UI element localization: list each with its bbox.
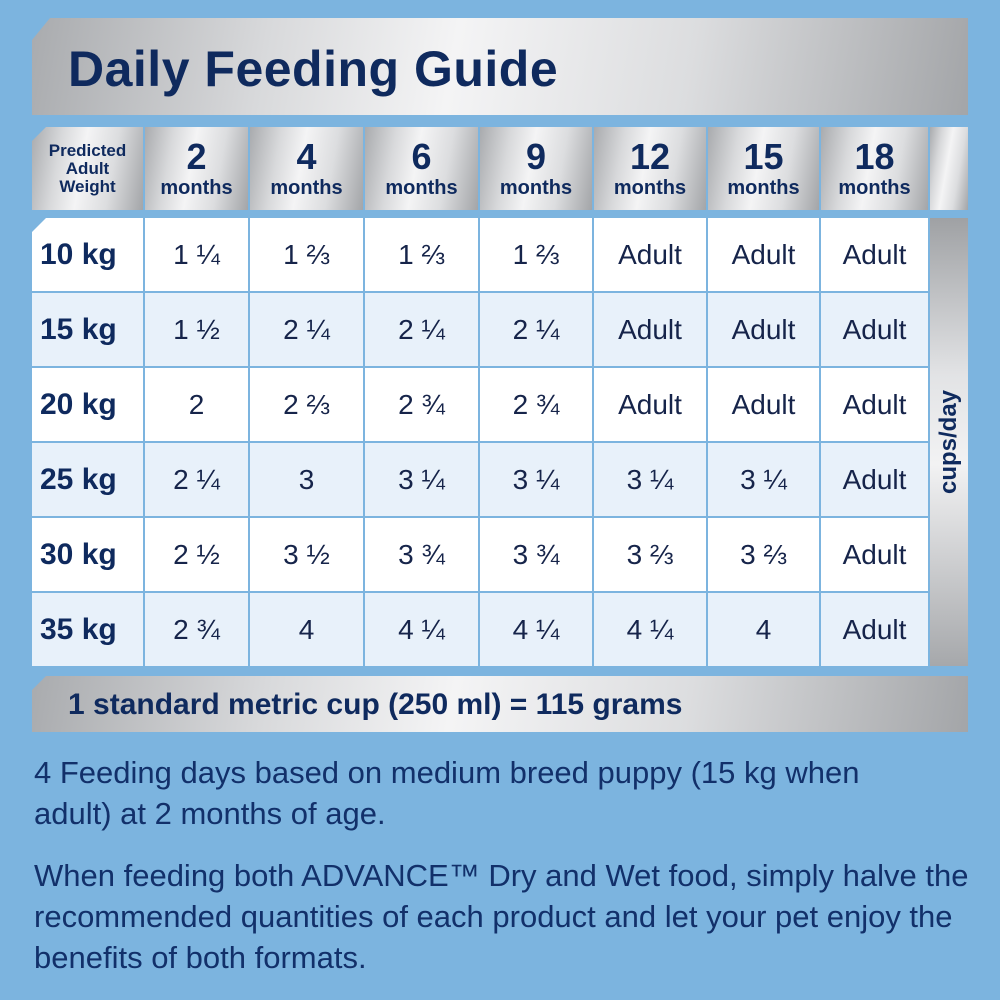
amount-cell: 4 xyxy=(250,593,363,666)
amount-cell: 2 ¾ xyxy=(365,368,478,441)
age-number: 2 xyxy=(186,136,207,177)
corner-label-line: Weight xyxy=(59,176,116,196)
amount-cell: Adult xyxy=(821,368,928,441)
amount-cell: Adult xyxy=(594,293,706,366)
amount-cell: 1 ½ xyxy=(145,293,248,366)
unit-label: cups/day xyxy=(935,389,962,495)
amount-cell: Adult xyxy=(821,518,928,591)
age-number: 18 xyxy=(854,136,895,177)
amount-cell: 1 ¼ xyxy=(145,218,248,291)
age-number: 9 xyxy=(525,136,547,177)
amount-cell: 3 ¾ xyxy=(480,518,592,591)
amount-cell: Adult xyxy=(594,218,706,291)
weight-cell: 25 kg xyxy=(32,443,143,516)
amount-cell: 2 ¼ xyxy=(480,293,592,366)
age-unit: months xyxy=(838,177,911,199)
amount-cell: 3 xyxy=(250,443,363,516)
weight-cell: 35 kg xyxy=(32,593,143,666)
amount-cell: 4 ¼ xyxy=(480,593,592,666)
amount-cell: Adult xyxy=(708,368,819,441)
amount-cell: Adult xyxy=(821,218,928,291)
corner-header-cell: Predicted Adult Weight xyxy=(32,127,143,210)
amount-cell: 2 ⅔ xyxy=(250,368,363,441)
title-banner xyxy=(32,18,968,115)
amount-cell: 2 ¼ xyxy=(365,293,478,366)
weight-cell: 30 kg xyxy=(32,518,143,591)
age-number: 15 xyxy=(743,136,784,177)
amount-cell: 1 ⅔ xyxy=(365,218,478,291)
amount-cell: 3 ¾ xyxy=(365,518,478,591)
amount-cell: 1 ⅔ xyxy=(480,218,592,291)
amount-cell: 1 ⅔ xyxy=(250,218,363,291)
age-unit: months xyxy=(499,177,573,199)
amount-cell: 2 xyxy=(145,368,248,441)
age-unit: months xyxy=(160,177,233,199)
age-header-cell: 15 months xyxy=(708,127,819,210)
amount-cell: 3 ¼ xyxy=(708,443,819,516)
amount-cell: 2 ¼ xyxy=(250,293,363,366)
amount-cell: 2 ¾ xyxy=(145,593,248,666)
age-header-cell: 2 months xyxy=(145,127,248,210)
amount-cell: Adult xyxy=(708,293,819,366)
age-unit: months xyxy=(385,177,458,199)
feeding-note: 4 Feeding days based on medium breed pup… xyxy=(34,755,860,831)
age-header-cell: 4 months xyxy=(250,127,363,210)
corner-label-line: Adult xyxy=(65,158,110,178)
cup-conversion-text: 1 standard metric cup (250 ml) = 115 gra… xyxy=(68,688,683,721)
amount-cell: Adult xyxy=(821,293,928,366)
age-header-cell: 18 months xyxy=(821,127,928,210)
amount-cell: 2 ¾ xyxy=(480,368,592,441)
amount-cell: 4 ¼ xyxy=(365,593,478,666)
amount-cell: Adult xyxy=(821,443,928,516)
cup-conversion-banner xyxy=(32,676,968,732)
weight-cell: 20 kg xyxy=(32,368,143,441)
weight-cell: 15 kg xyxy=(32,293,143,366)
amount-cell: Adult xyxy=(708,218,819,291)
age-number: 6 xyxy=(411,136,432,177)
age-unit: months xyxy=(727,177,800,199)
amount-cell: 4 xyxy=(708,593,819,666)
amount-cell: 3 ¼ xyxy=(365,443,478,516)
amount-cell: Adult xyxy=(594,368,706,441)
unit-strip xyxy=(930,218,968,666)
amount-cell: 3 ¼ xyxy=(480,443,592,516)
weight-cell: 10 kg xyxy=(32,218,143,291)
age-number: 4 xyxy=(296,136,317,177)
amount-cell: 3 ⅔ xyxy=(708,518,819,591)
amount-cell: Adult xyxy=(821,593,928,666)
page-title: Daily Feeding Guide xyxy=(68,41,559,97)
amount-cell: 3 ¼ xyxy=(594,443,706,516)
amount-cell: 4 ¼ xyxy=(594,593,706,666)
age-unit: months xyxy=(613,177,687,199)
amount-cell: 2 ¼ xyxy=(145,443,248,516)
amount-cell: 3 ½ xyxy=(250,518,363,591)
amount-cell: 3 ⅔ xyxy=(594,518,706,591)
header-end-cell xyxy=(930,127,968,210)
age-header-cell: 9 months xyxy=(480,127,592,210)
amount-cell: 2 ½ xyxy=(145,518,248,591)
age-header-cell: 6 months xyxy=(365,127,478,210)
corner-label-line: Predicted xyxy=(48,140,127,160)
mixed-feeding-note: When feeding both ADVANCE™ Dry and Wet f… xyxy=(34,858,969,975)
age-unit: months xyxy=(270,177,343,199)
age-header-cell: 12 months xyxy=(594,127,706,210)
age-number: 12 xyxy=(629,136,671,177)
